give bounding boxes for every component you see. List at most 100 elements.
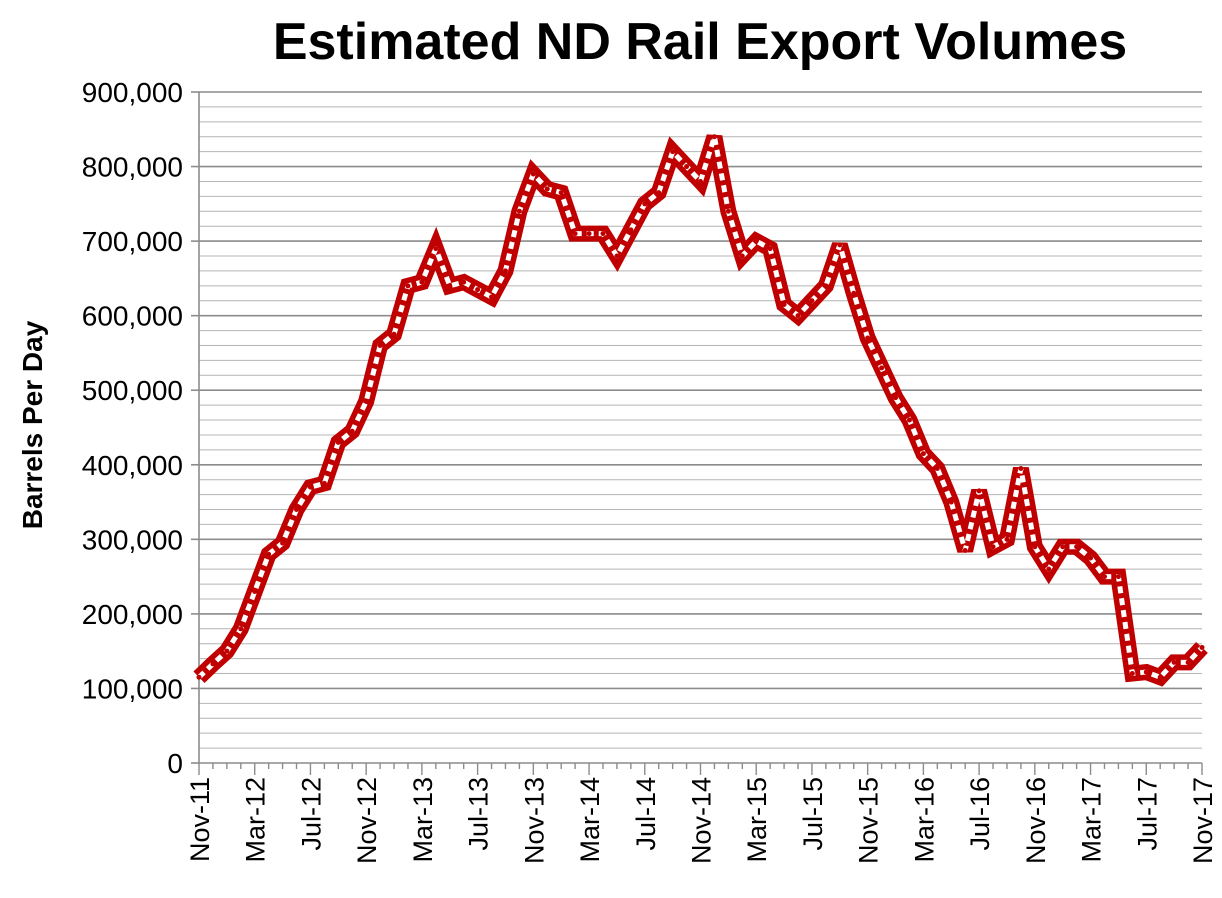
- data-point: [307, 484, 313, 490]
- data-point: [684, 164, 690, 170]
- x-tick-label: Mar-15: [742, 777, 772, 863]
- data-point: [642, 201, 648, 207]
- data-point: [1046, 566, 1052, 572]
- x-tick-label: Nov-16: [1021, 777, 1051, 864]
- data-point: [1018, 466, 1024, 472]
- data-point: [614, 253, 620, 259]
- data-point: [1101, 574, 1107, 580]
- data-point: [530, 171, 536, 177]
- data-point: [906, 417, 912, 423]
- data-point: [795, 313, 801, 319]
- x-tick-label: Nov-13: [519, 777, 549, 864]
- data-point: [238, 626, 244, 632]
- x-tick-label: Jul-15: [798, 777, 828, 851]
- data-point: [753, 238, 759, 244]
- series-line-inner: [197, 134, 1204, 680]
- y-axis-tick-labels: 0 100,000 200,000 300,000 400,000 500,000 600,…: [82, 77, 183, 779]
- series-line-outline: [193, 134, 1208, 687]
- data-point: [1185, 659, 1191, 665]
- y-tick-label: 700,000: [82, 226, 183, 257]
- data-point: [349, 428, 355, 434]
- x-tick-label: Nov-15: [854, 777, 884, 864]
- data-point: [865, 335, 871, 341]
- data-point: [809, 298, 815, 304]
- y-tick-label: 600,000: [82, 301, 183, 332]
- y-axis-label: Barrels Per Day: [17, 320, 48, 529]
- data-point: [1143, 669, 1149, 675]
- y-tick-label: 0: [167, 748, 183, 779]
- data-point: [572, 231, 578, 237]
- data-point: [516, 208, 522, 214]
- data-point: [280, 540, 286, 546]
- data-point: [558, 190, 564, 196]
- series: [193, 134, 1208, 687]
- x-tick-label: Nov-14: [687, 777, 717, 864]
- data-point: [335, 439, 341, 445]
- x-tick-label: Jul-13: [464, 777, 494, 851]
- data-point: [698, 178, 703, 184]
- x-tick-label: Jul-14: [631, 777, 661, 851]
- data-point: [363, 398, 369, 404]
- data-point: [391, 331, 397, 337]
- data-point: [725, 208, 731, 214]
- x-tick-label: Nov-17: [1188, 777, 1218, 864]
- data-point: [1074, 544, 1080, 550]
- data-point: [1060, 544, 1066, 550]
- x-tick-label: Mar-17: [1077, 777, 1107, 863]
- data-point: [1115, 574, 1121, 580]
- y-tick-label: 800,000: [82, 152, 183, 183]
- data-point: [739, 253, 745, 259]
- data-point: [475, 287, 481, 293]
- data-point: [600, 231, 606, 237]
- data-point: [377, 342, 383, 348]
- data-point: [433, 246, 439, 252]
- x-tick-label: Jul-12: [296, 777, 326, 851]
- data-point: [767, 246, 773, 252]
- data-point: [266, 551, 272, 557]
- data-point: [851, 290, 857, 296]
- data-point: [1032, 544, 1038, 550]
- data-point: [962, 548, 968, 554]
- data-point: [1004, 536, 1010, 542]
- data-point: [628, 227, 634, 233]
- data-point: [893, 395, 899, 401]
- data-point: [879, 365, 885, 371]
- x-tick-label: Mar-12: [241, 777, 271, 863]
- data-point: [586, 231, 592, 237]
- data-point: [837, 242, 843, 248]
- y-tick-label: 900,000: [82, 77, 183, 108]
- data-point: [294, 507, 300, 513]
- data-point: [321, 480, 327, 486]
- data-point: [656, 190, 662, 196]
- data-point: [196, 674, 202, 680]
- gridlines: [199, 91, 1202, 749]
- data-point: [252, 589, 258, 595]
- x-tick-label: Jul-17: [1132, 777, 1162, 851]
- y-tick-label: 400,000: [82, 450, 183, 481]
- data-point: [210, 661, 216, 667]
- data-point: [1088, 555, 1094, 561]
- y-tick-label: 300,000: [82, 524, 183, 555]
- data-point: [990, 544, 996, 550]
- data-point: [711, 134, 717, 140]
- x-tick-label: Nov-12: [352, 777, 382, 864]
- axes: [191, 91, 1203, 775]
- data-point: [823, 283, 829, 289]
- x-tick-label: Nov-11: [185, 777, 215, 862]
- y-tick-label: 100,000: [82, 673, 183, 704]
- data-point: [1171, 659, 1177, 665]
- data-point: [976, 488, 982, 494]
- x-tick-label: Mar-14: [575, 777, 605, 863]
- y-tick-label: 500,000: [82, 375, 183, 406]
- y-tick-label: 200,000: [82, 599, 183, 630]
- data-point: [461, 279, 467, 285]
- data-point: [934, 466, 940, 472]
- data-point: [920, 451, 926, 457]
- x-tick-label: Jul-16: [965, 777, 995, 851]
- data-point: [1157, 674, 1163, 680]
- data-point: [670, 149, 676, 155]
- data-point: [781, 301, 787, 307]
- data-point: [447, 283, 453, 289]
